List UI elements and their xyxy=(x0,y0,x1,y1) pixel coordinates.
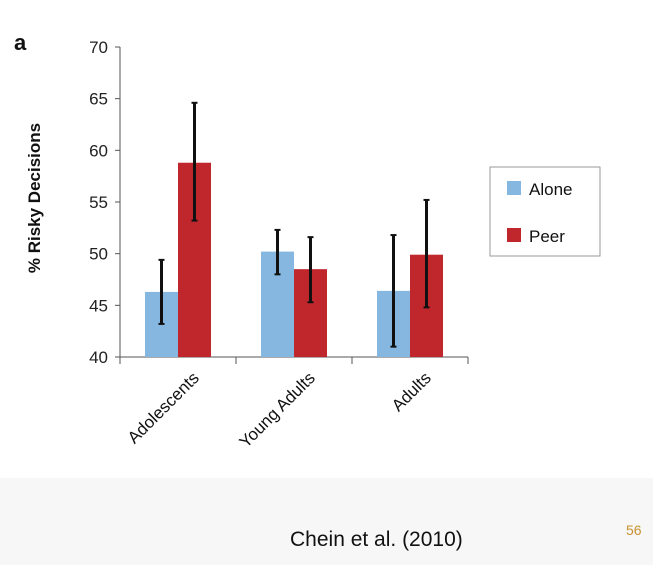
page-number: 56 xyxy=(626,522,642,538)
legend: Alone Peer xyxy=(489,166,601,257)
x-axis: Adolescents Young Adults Adults xyxy=(119,356,469,452)
bars xyxy=(145,162,443,357)
y-tick-label: 70 xyxy=(89,38,108,57)
y-axis-label: % Risky Decisions xyxy=(25,123,44,273)
panel-label: a xyxy=(14,30,27,55)
y-axis: 40 45 50 55 60 65 70 xyxy=(89,38,121,367)
y-tick-label: 60 xyxy=(89,141,108,160)
x-category-label: Young Adults xyxy=(236,368,319,451)
legend-label-peer: Peer xyxy=(529,227,565,246)
footer-band xyxy=(0,478,653,565)
x-category-label: Adolescents xyxy=(124,368,203,447)
y-tick-label: 50 xyxy=(89,245,108,264)
bar-chart: a 40 45 50 55 60 65 70 Adolescents Young Adults… xyxy=(14,30,601,452)
citation: Chein et al. (2010) xyxy=(290,528,463,551)
y-tick-label: 40 xyxy=(89,348,108,367)
y-tick-label: 55 xyxy=(89,193,108,212)
x-category-label: Adults xyxy=(388,368,435,415)
error-bars xyxy=(158,101,430,348)
legend-label-alone: Alone xyxy=(529,180,572,199)
y-tick-label: 65 xyxy=(89,90,108,109)
legend-swatch-peer xyxy=(507,228,521,242)
y-tick-label: 45 xyxy=(89,296,108,315)
legend-swatch-alone xyxy=(507,181,521,195)
